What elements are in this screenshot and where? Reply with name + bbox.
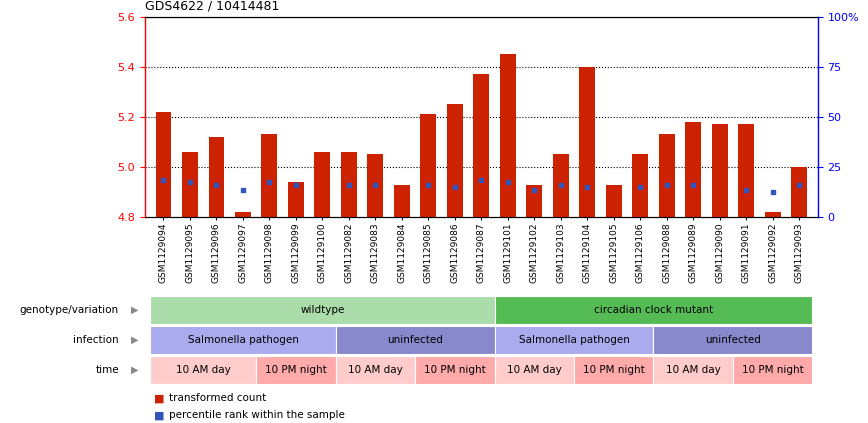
Bar bbox=[182, 152, 198, 217]
Text: ■: ■ bbox=[154, 393, 164, 403]
Text: circadian clock mutant: circadian clock mutant bbox=[594, 305, 713, 315]
Text: wildtype: wildtype bbox=[300, 305, 345, 315]
Text: GDS4622 / 10414481: GDS4622 / 10414481 bbox=[145, 0, 279, 13]
Text: 10 PM night: 10 PM night bbox=[742, 365, 804, 375]
Bar bbox=[367, 154, 384, 217]
Bar bbox=[659, 135, 674, 217]
Bar bbox=[791, 167, 807, 217]
Text: ■: ■ bbox=[154, 410, 164, 420]
Bar bbox=[208, 137, 225, 217]
Bar bbox=[341, 152, 357, 217]
Bar bbox=[447, 104, 463, 217]
Text: time: time bbox=[95, 365, 119, 375]
Bar bbox=[288, 182, 304, 217]
Bar bbox=[712, 124, 727, 217]
Bar bbox=[526, 184, 542, 217]
Text: uninfected: uninfected bbox=[387, 335, 443, 345]
Text: 10 AM day: 10 AM day bbox=[176, 365, 231, 375]
Text: transformed count: transformed count bbox=[169, 393, 266, 403]
Text: infection: infection bbox=[73, 335, 119, 345]
Text: Salmonella pathogen: Salmonella pathogen bbox=[187, 335, 299, 345]
Text: ▶: ▶ bbox=[131, 365, 138, 375]
Text: uninfected: uninfected bbox=[705, 335, 761, 345]
Bar bbox=[500, 55, 516, 217]
Text: 10 PM night: 10 PM night bbox=[424, 365, 486, 375]
Text: 10 AM day: 10 AM day bbox=[666, 365, 720, 375]
Bar bbox=[314, 152, 331, 217]
Bar bbox=[685, 122, 701, 217]
Text: Salmonella pathogen: Salmonella pathogen bbox=[518, 335, 629, 345]
Bar bbox=[632, 154, 648, 217]
Bar bbox=[579, 67, 595, 217]
Text: percentile rank within the sample: percentile rank within the sample bbox=[169, 410, 345, 420]
Bar bbox=[473, 74, 490, 217]
Bar bbox=[394, 184, 410, 217]
Bar bbox=[235, 212, 251, 217]
Text: 10 PM night: 10 PM night bbox=[265, 365, 326, 375]
Bar bbox=[553, 154, 569, 217]
Text: ▶: ▶ bbox=[131, 305, 138, 315]
Bar bbox=[606, 184, 621, 217]
Bar bbox=[420, 115, 437, 217]
Bar bbox=[261, 135, 278, 217]
Text: 10 AM day: 10 AM day bbox=[348, 365, 403, 375]
Text: ▶: ▶ bbox=[131, 335, 138, 345]
Text: genotype/variation: genotype/variation bbox=[20, 305, 119, 315]
Text: 10 PM night: 10 PM night bbox=[582, 365, 645, 375]
Bar bbox=[738, 124, 754, 217]
Text: 10 AM day: 10 AM day bbox=[507, 365, 562, 375]
Bar bbox=[765, 212, 780, 217]
Bar bbox=[155, 112, 172, 217]
